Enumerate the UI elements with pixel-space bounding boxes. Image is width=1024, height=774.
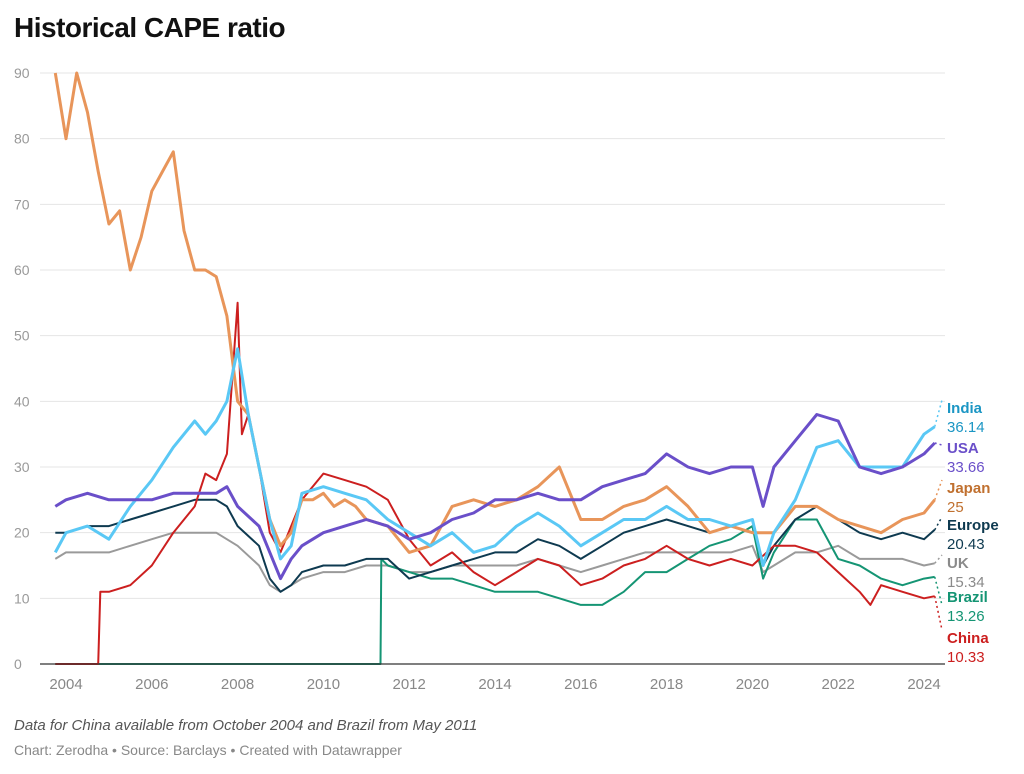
series-value-india: 36.14 xyxy=(947,419,985,436)
y-tick-label: 50 xyxy=(14,328,30,344)
chart-title: Historical CAPE ratio xyxy=(14,12,286,43)
y-tick-label: 40 xyxy=(14,393,30,409)
leader-line-europe xyxy=(934,516,943,531)
x-tick-label: 2008 xyxy=(221,676,254,693)
series-value-europe: 20.43 xyxy=(947,536,985,553)
leader-line-japan xyxy=(934,479,943,501)
series-label-europe: Europe xyxy=(947,517,999,534)
series-label-uk: UK xyxy=(947,555,969,572)
y-tick-label: 20 xyxy=(14,525,30,541)
series-line-japan xyxy=(53,71,936,554)
series-label-japan: Japan xyxy=(947,480,990,497)
x-tick-label: 2014 xyxy=(478,676,511,693)
x-tick-label: 2006 xyxy=(135,676,168,693)
chart-note: Data for China available from October 20… xyxy=(14,717,478,734)
series-label-china: China xyxy=(947,630,989,647)
chart-credit: Chart: Zerodha • Source: Barclays • Crea… xyxy=(14,742,402,758)
x-tick-label: 2024 xyxy=(907,676,940,693)
leader-line-usa xyxy=(934,442,943,446)
series-value-china: 10.33 xyxy=(947,649,985,666)
y-tick-label: 10 xyxy=(14,590,30,606)
x-tick-label: 2016 xyxy=(564,676,597,693)
x-tick-label: 2022 xyxy=(822,676,855,693)
y-tick-label: 80 xyxy=(14,131,30,147)
series-line-china xyxy=(55,301,935,665)
y-tick-label: 70 xyxy=(14,196,30,212)
series-line-europe xyxy=(55,498,936,593)
x-tick-label: 2010 xyxy=(307,676,340,693)
leader-line-china xyxy=(933,596,943,631)
leader-line-uk xyxy=(934,554,943,564)
series-label-brazil: Brazil xyxy=(947,589,988,606)
x-tick-label: 2020 xyxy=(736,676,769,693)
series-label-usa: USA xyxy=(947,440,979,457)
series-value-usa: 33.66 xyxy=(947,459,985,476)
y-tick-label: 30 xyxy=(14,459,30,475)
y-tick-label: 60 xyxy=(14,262,30,278)
series-line-india xyxy=(53,347,936,567)
y-tick-label: 0 xyxy=(14,656,22,672)
series-line-usa xyxy=(54,413,936,581)
series-value-japan: 25 xyxy=(947,499,964,516)
leader-line-india xyxy=(934,399,943,427)
x-tick-label: 2012 xyxy=(393,676,426,693)
series-value-brazil: 13.26 xyxy=(947,608,985,625)
series-value-uk: 15.34 xyxy=(947,574,985,591)
series-label-india: India xyxy=(947,400,983,417)
series-line-brazil xyxy=(55,518,935,665)
x-tick-label: 2018 xyxy=(650,676,683,693)
leader-line-brazil xyxy=(933,576,943,606)
x-tick-label: 2004 xyxy=(49,676,82,693)
y-tick-label: 90 xyxy=(14,65,30,81)
series-line-uk xyxy=(54,531,935,593)
